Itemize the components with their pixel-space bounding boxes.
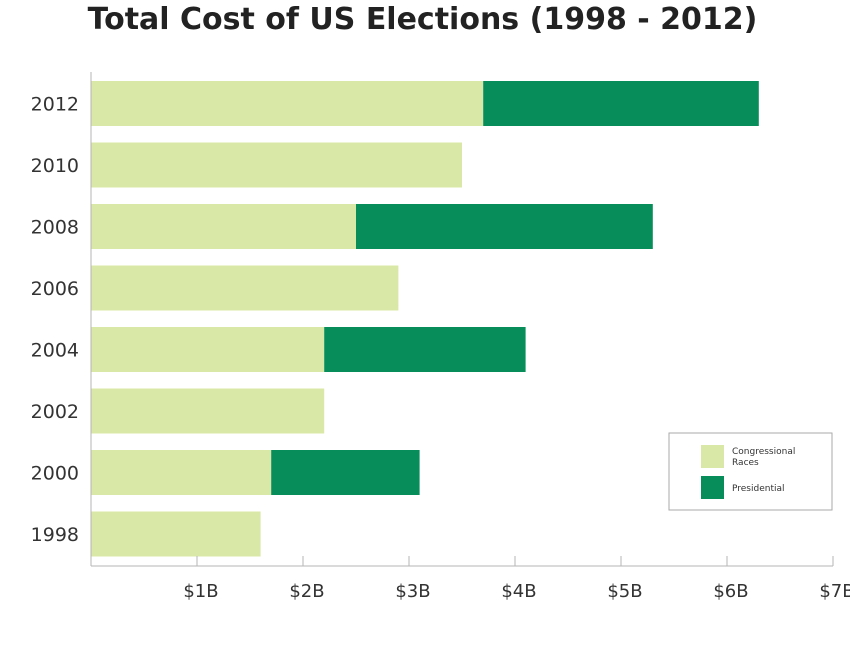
x-tick-label-5: $5B — [607, 581, 642, 602]
legend-swatch-presidential — [701, 476, 724, 499]
bar-2002-congressional — [91, 388, 325, 434]
x-tick-label-2: $2B — [289, 581, 324, 602]
legend: Congressional Races Presidential — [668, 432, 833, 511]
y-tick-label-2012: 2012 — [31, 94, 79, 116]
y-tick-label-2006: 2006 — [31, 278, 79, 300]
y-tick-label-1998: 1998 — [31, 524, 79, 546]
bar-2010-congressional — [91, 142, 462, 188]
bar-2000-congressional — [91, 450, 272, 495]
bar-1998-congressional — [91, 511, 261, 557]
bar-2012-presidential — [483, 81, 759, 126]
y-tick-label-2010: 2010 — [31, 155, 79, 177]
legend-label-congressional: Congressional Races — [732, 447, 795, 468]
bars-layer — [91, 81, 759, 557]
bar-2012-congressional — [91, 81, 484, 126]
bar-2008-presidential — [356, 204, 653, 249]
x-ticks-layer: $1B $2B $3B $4B $5B $6B $7B — [183, 556, 850, 602]
x-tick-label-6: $6B — [713, 581, 748, 602]
y-tick-label-2004: 2004 — [31, 340, 79, 362]
bar-2004-congressional — [91, 327, 325, 372]
x-tick-label-1: $1B — [183, 581, 218, 602]
chart-title: Total Cost of US Elections (1998 - 2012) — [87, 2, 758, 37]
x-tick-label-7: $7B — [819, 581, 850, 602]
legend-box — [668, 432, 833, 511]
y-tick-label-2000: 2000 — [31, 463, 79, 485]
y-tick-label-2008: 2008 — [31, 217, 79, 239]
legend-swatch-congressional — [701, 445, 724, 468]
bar-2004-presidential — [324, 327, 526, 372]
y-ticks-layer: 2012 2010 2008 2006 2004 2002 2000 1998 — [31, 94, 79, 547]
bar-2008-congressional — [91, 204, 356, 249]
bar-2006-congressional — [91, 265, 399, 311]
x-tick-label-3: $3B — [395, 581, 430, 602]
y-tick-label-2002: 2002 — [31, 401, 79, 423]
x-tick-label-4: $4B — [501, 581, 536, 602]
bar-2000-presidential — [271, 450, 420, 495]
legend-label-presidential: Presidential — [732, 484, 785, 494]
